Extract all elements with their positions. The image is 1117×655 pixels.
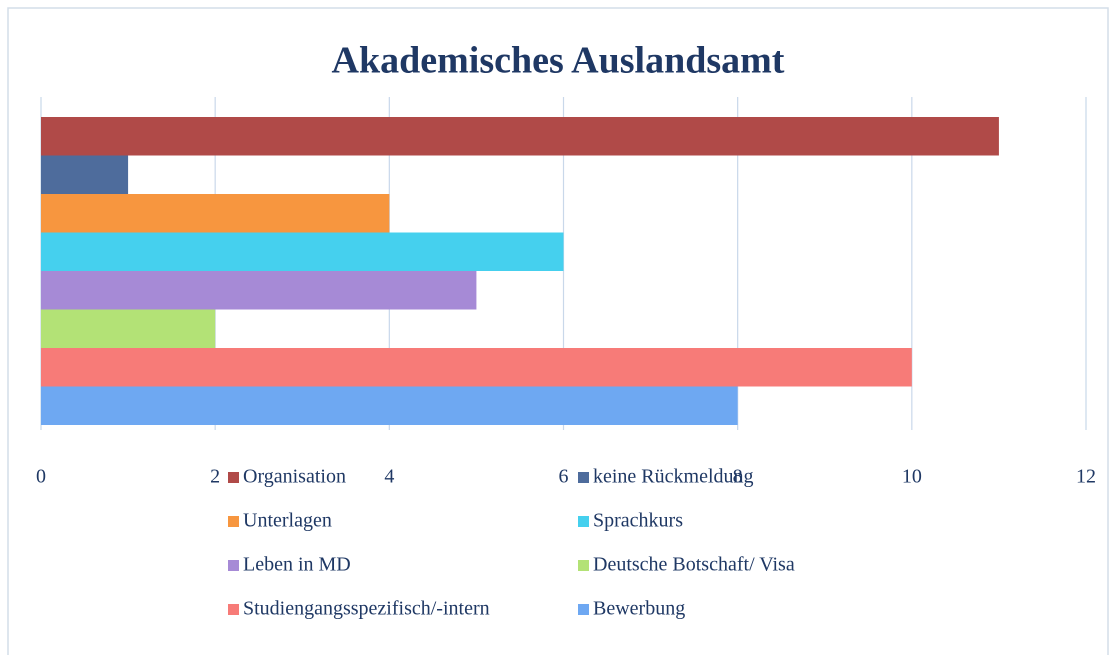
legend-label: Bewerbung [593,598,685,620]
bar [41,348,912,387]
legend-label: Studiengangsspezifisch/-intern [243,598,490,620]
legend-label: Organisation [243,466,346,488]
legend-swatch [228,560,239,571]
x-tick-label: 12 [1076,466,1096,488]
bar [41,232,564,271]
legend-swatch [228,604,239,615]
bar [41,309,216,348]
legend-swatch [228,516,239,527]
legend-swatch [578,472,589,483]
legend-swatch [578,604,589,615]
x-tick-label: 2 [210,466,220,488]
x-tick-label: 0 [36,466,46,488]
x-tick-label: 6 [559,466,569,488]
legend-swatch [578,560,589,571]
bar [41,117,999,156]
legend-label: Deutsche Botschaft/ Visa [593,554,795,576]
legend-label: Unterlagen [243,510,332,532]
legend-label: Leben in MD [243,554,351,576]
legend-swatch [578,516,589,527]
x-tick-label: 8 [733,466,743,488]
bar [41,386,738,425]
legend-label: keine Rückmeldung [593,466,754,488]
bar [41,194,390,233]
x-tick-label: 4 [384,466,394,488]
bar [41,155,129,194]
bar [41,271,477,310]
x-tick-label: 10 [902,466,922,488]
chart-title: Akademisches Auslandsamt [332,40,785,82]
legend-swatch [228,472,239,483]
legend-label: Sprachkurs [593,510,683,532]
